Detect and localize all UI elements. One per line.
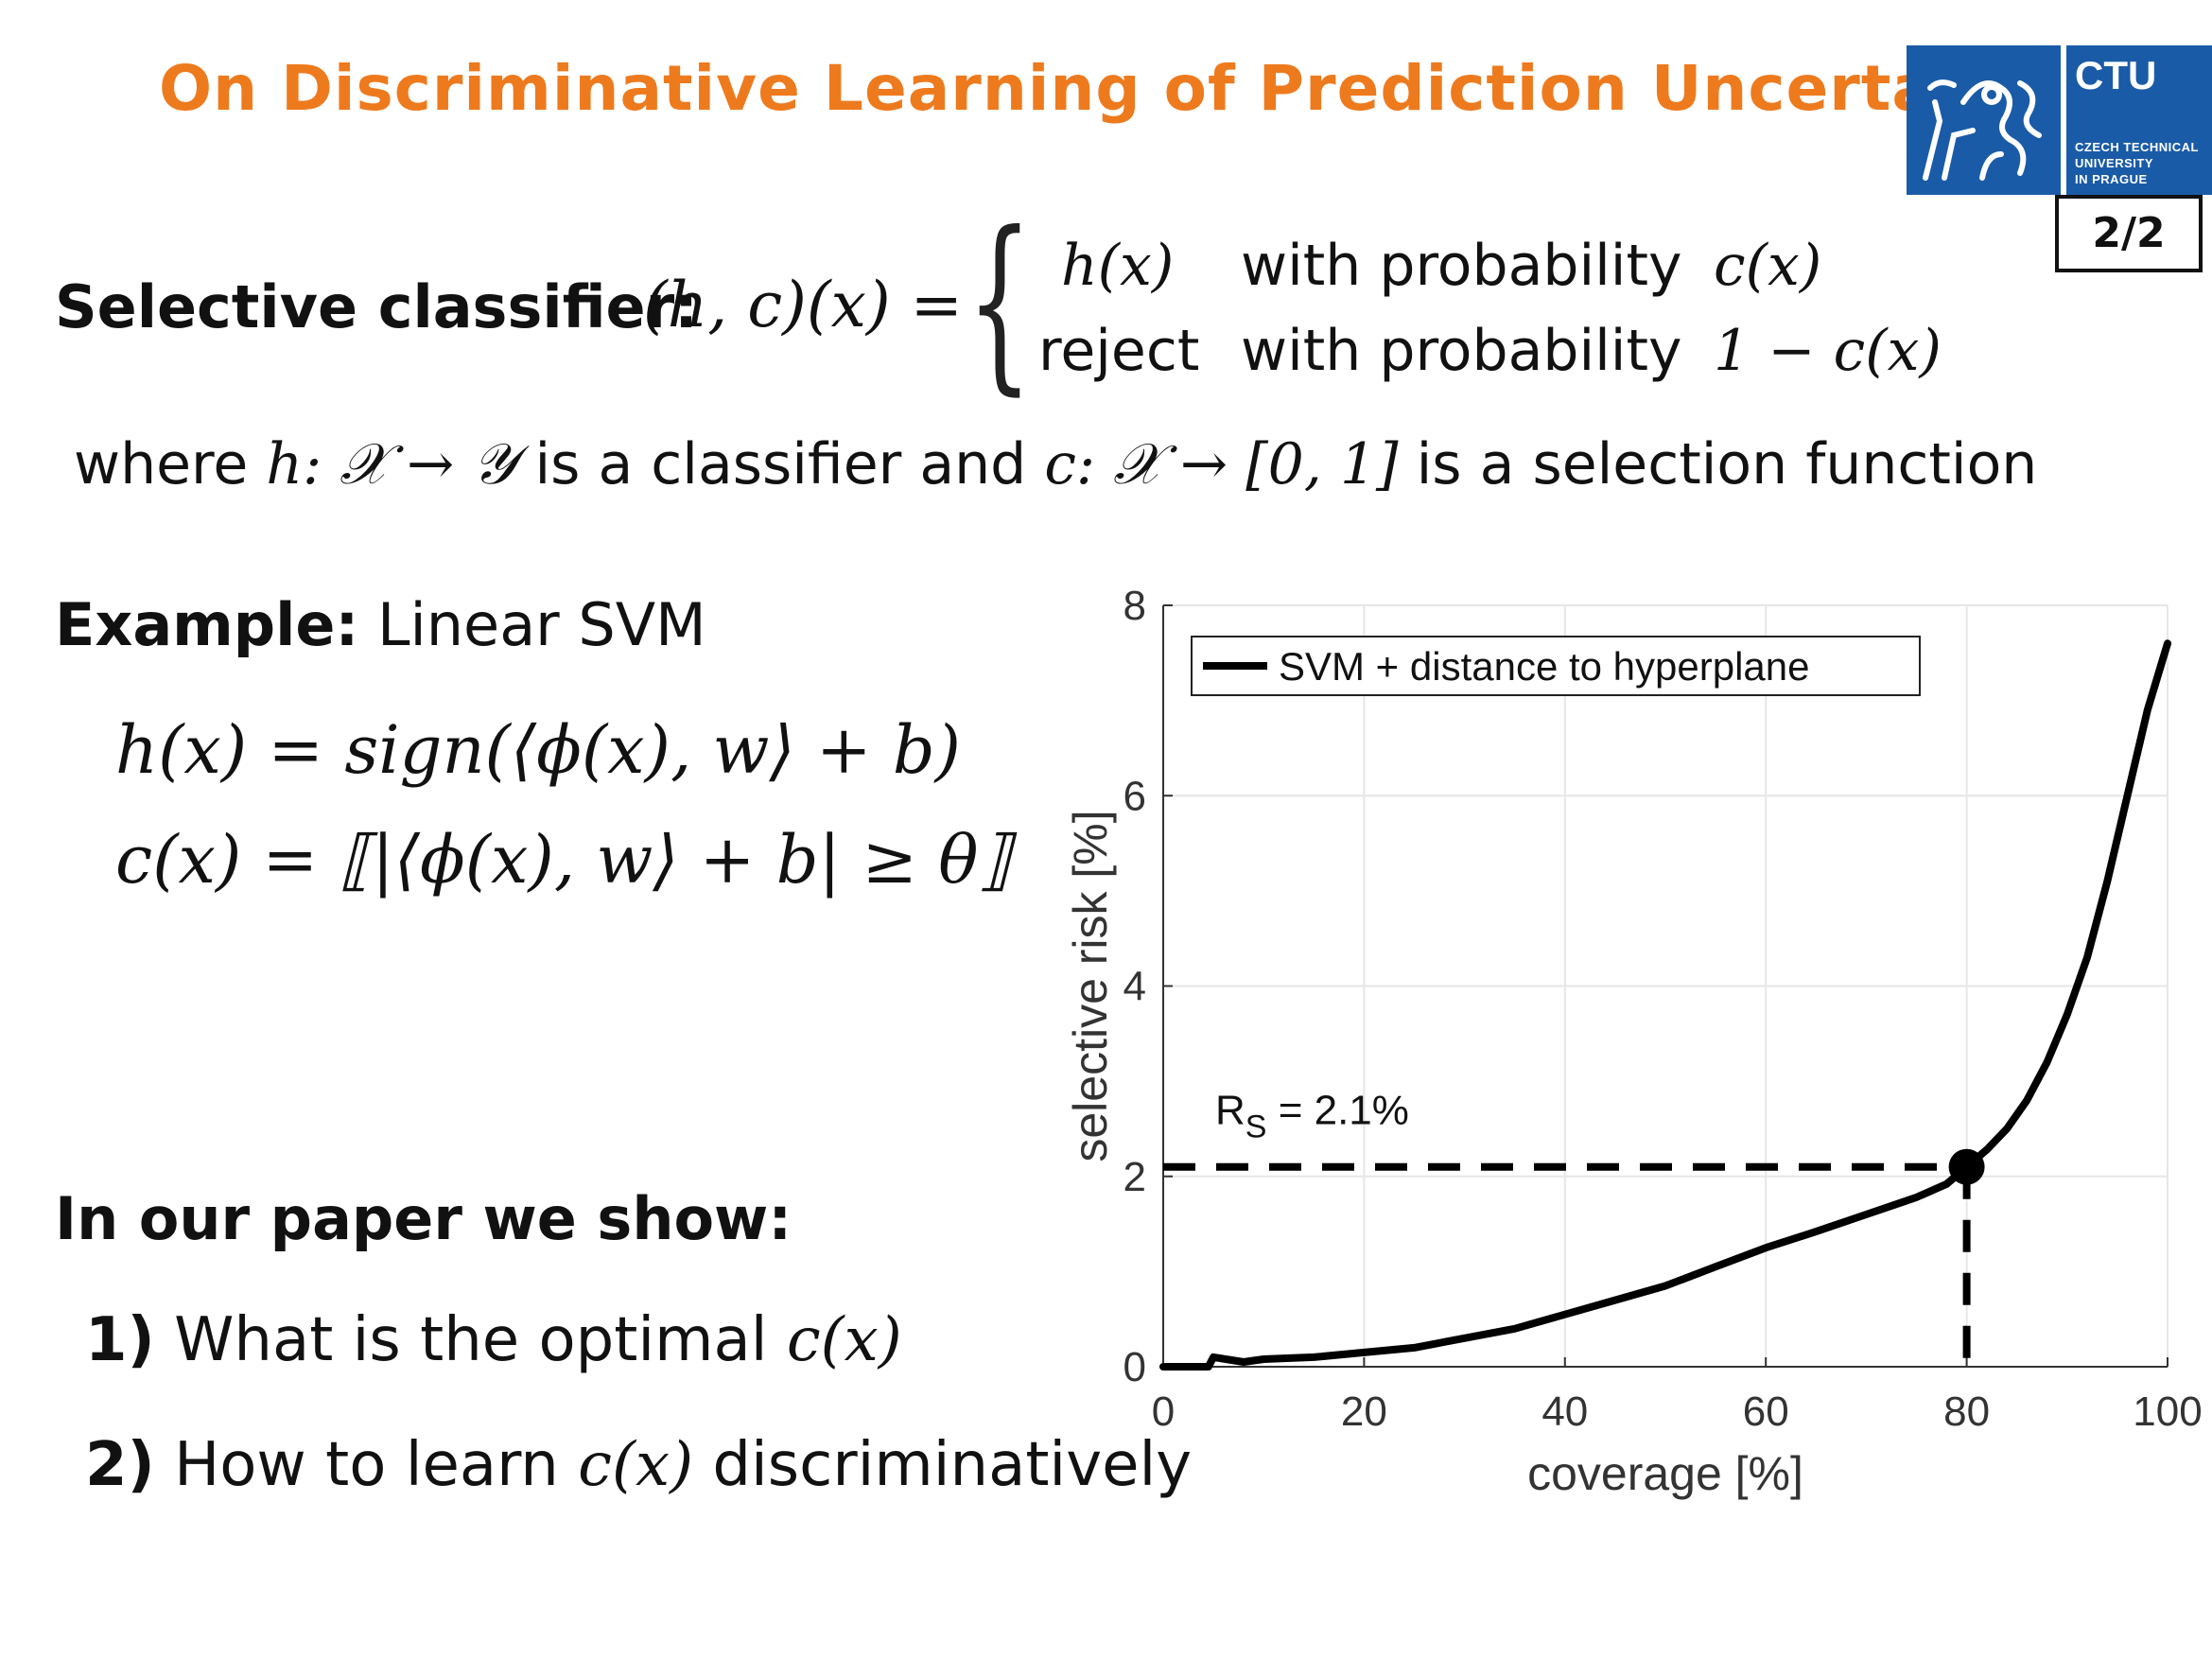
x-tick-label-40: 40: [1541, 1388, 1588, 1435]
chart-marks: [1159, 639, 2171, 1371]
where-math-c: c: 𝒳 → [0, 1]: [1044, 431, 1399, 498]
legend-entry: SVM + distance to hyperplane: [1279, 644, 1810, 689]
case1-value: h(x): [1061, 233, 1175, 299]
y-tick-label-4: 4: [1123, 964, 1146, 1010]
where-text-2: is a classifier and: [534, 431, 1027, 498]
where-math-h: h: 𝒳 → 𝒴: [266, 431, 517, 498]
example-value: Linear SVM: [376, 590, 706, 659]
equation-c: c(x) = ⟦|⟨ϕ(x), w⟩ + b| ≥ θ⟧: [115, 821, 1012, 899]
legend-box: [1191, 636, 1921, 696]
case1-prob: c(x): [1714, 233, 1822, 299]
ctu-logo: CTU CZECH TECHNICAL UNIVERSITY IN PRAGUE: [1907, 45, 2212, 195]
page-indicator: 2/2: [2055, 195, 2203, 272]
example-line: Example: Linear SVM: [55, 590, 706, 659]
case1-text: with probability: [1241, 233, 1682, 299]
y-tick-label-6: 6: [1123, 773, 1146, 819]
equation-h: h(x) = sign(⟨ϕ(x), w⟩ + b): [115, 711, 961, 789]
where-text-1: where: [74, 431, 249, 498]
case2-text: with probability: [1241, 318, 1682, 384]
annotation-main: R: [1215, 1088, 1245, 1134]
selective-lhs: (h, c)(x) =: [643, 269, 963, 341]
paper-item-2: 2) How to learn c(x) discriminatively: [85, 1430, 1192, 1500]
lion-emblem-icon: [1923, 79, 2042, 181]
x-tick-label-80: 80: [1943, 1388, 1990, 1435]
example-label: Example:: [55, 590, 359, 659]
selective-risk-chart: 0 20 40 60 80 100 0 2 4 6 8 coverage [%] selective…: [1064, 583, 2203, 1500]
case2-prob: 1 − c(x): [1714, 318, 1942, 384]
x-tick-label-20: 20: [1341, 1388, 1387, 1435]
paper-item-2-math: c(x): [578, 1430, 694, 1500]
y-tick-label-2: 2: [1123, 1154, 1146, 1200]
paper-item-1-math: c(x): [786, 1305, 902, 1375]
logo-line2: UNIVERSITY: [2075, 156, 2154, 170]
x-tick-label-100: 100: [2133, 1388, 2202, 1435]
paper-item-1-num: 1): [85, 1305, 155, 1375]
paper-item-2-pre: How to learn: [174, 1430, 559, 1500]
paper-item-2-post: discriminatively: [712, 1430, 1193, 1500]
chart-grid: [1162, 604, 2168, 1368]
chart-legend: SVM + distance to hyperplane: [1191, 636, 1921, 696]
x-axis-label: coverage [%]: [1527, 1447, 1803, 1500]
series-line-0: [1159, 639, 2171, 1371]
paper-item-1: 1) What is the optimal c(x): [85, 1305, 902, 1375]
cases-brace: {: [967, 192, 1033, 412]
selective-label: Selective classifier:: [55, 272, 698, 341]
paper-item-1-pre: What is the optimal: [174, 1305, 768, 1375]
logo-line1: CZECH TECHNICAL: [2075, 140, 2199, 154]
x-tick-label-60: 60: [1743, 1388, 1789, 1435]
paper-item-2-num: 2): [85, 1430, 155, 1500]
y-tick-label-0: 0: [1123, 1344, 1146, 1390]
operating-point-marker: [1948, 1148, 1985, 1185]
case2-value: reject: [1038, 318, 1200, 384]
y-axis-label: selective risk [%]: [1064, 810, 1117, 1161]
annotation-rest: = 2.1%: [1266, 1088, 1408, 1134]
logo-ctu-text: CTU: [2075, 53, 2157, 97]
paper-heading: In our paper we show:: [55, 1184, 792, 1253]
slide-title: On Discriminative Learning of Prediction…: [159, 52, 2076, 125]
logo-line3: IN PRAGUE: [2075, 172, 2148, 186]
where-text-3: is a selection function: [1416, 431, 2038, 498]
risk-annotation: RS = 2.1%: [1215, 1088, 1409, 1145]
where-line: where h: 𝒳 → 𝒴 is a classifier and c: 𝒳 …: [74, 431, 2037, 498]
x-tick-label-0: 0: [1152, 1388, 1175, 1435]
y-tick-label-8: 8: [1123, 583, 1146, 629]
chart-ticks: 0 20 40 60 80 100 0 2 4 6 8: [1123, 583, 2203, 1435]
annotation-sub: S: [1245, 1109, 1267, 1145]
